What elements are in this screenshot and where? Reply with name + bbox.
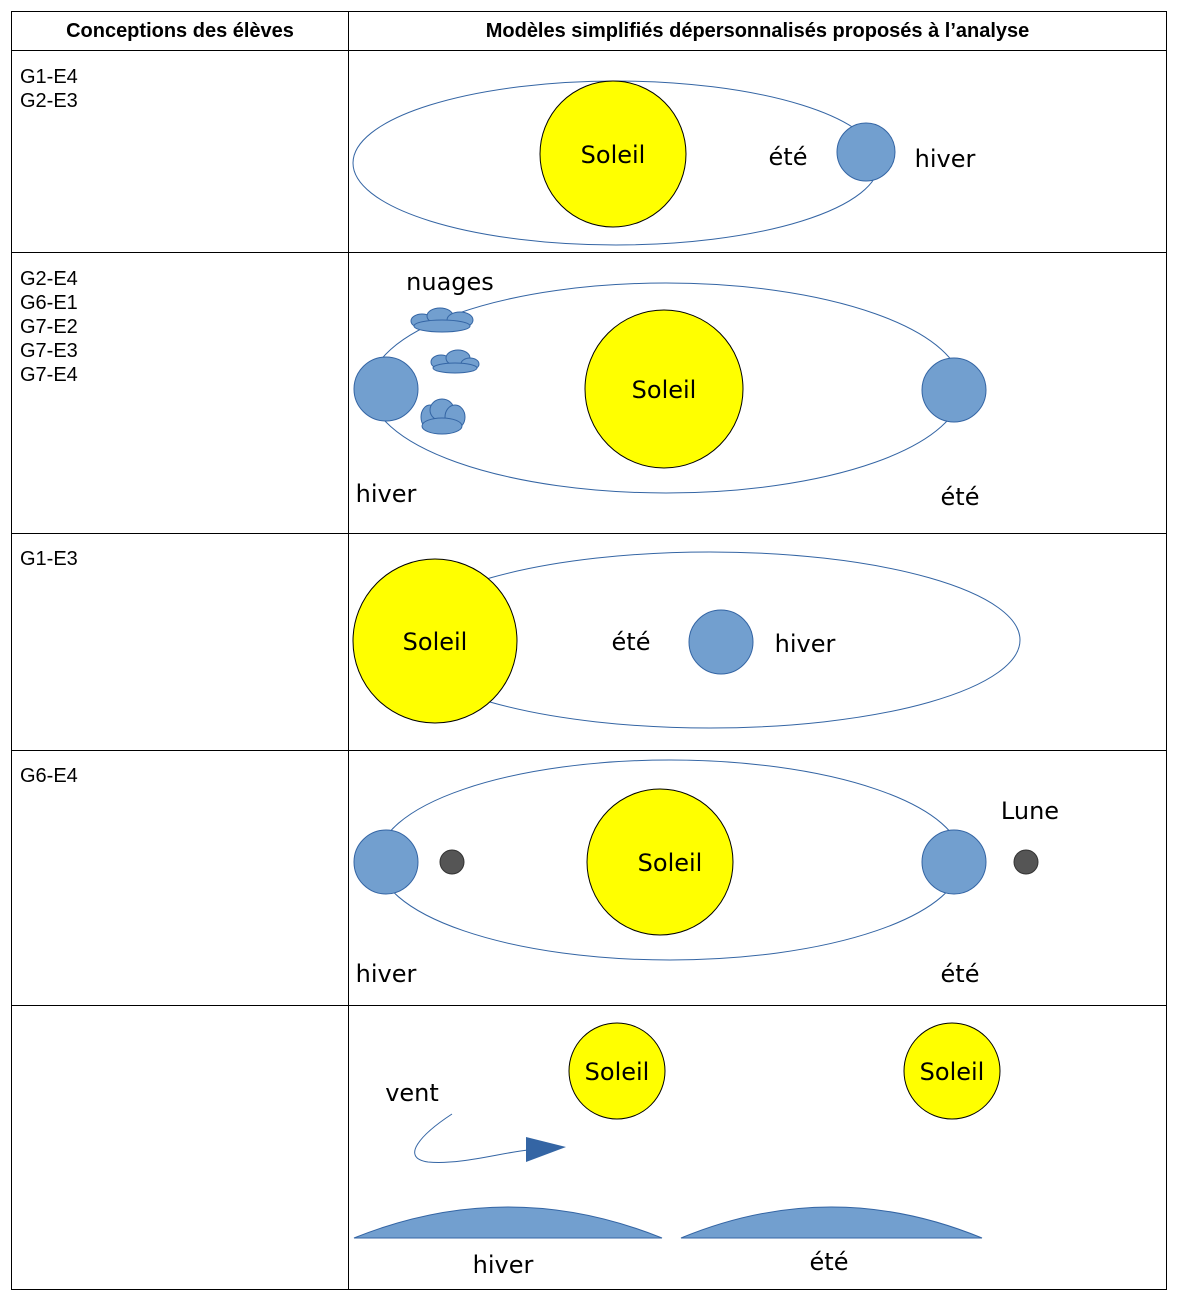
lune-label: Lune	[1001, 797, 1059, 825]
row-divider	[12, 1005, 1166, 1006]
sun-summer	[903, 1022, 1001, 1120]
diagram-row5: vent Soleil Soleil hiver été	[353, 1022, 1001, 1279]
header-conceptions: Conceptions des élèves	[66, 19, 294, 42]
cloud-icon	[430, 349, 480, 374]
earth-summer	[921, 357, 987, 423]
sun-label: Soleil	[403, 628, 468, 656]
diagram-row3: Soleil été hiver	[352, 551, 1021, 729]
earth-winter	[353, 356, 419, 422]
wind-arrow-path	[414, 1113, 529, 1163]
sun-label: Soleil	[638, 849, 703, 877]
row1-ids: G1-E4 G2-E3	[20, 65, 78, 113]
diagram-row1: Soleil été hiver	[352, 80, 976, 246]
moon	[1013, 849, 1039, 875]
earth-summer	[921, 829, 987, 895]
student-id: G2-E3	[20, 90, 78, 112]
student-id: G1-E4	[20, 66, 78, 88]
student-id: G2-E4	[20, 268, 78, 290]
ground-summer	[680, 1206, 983, 1239]
vent-label: vent	[385, 1079, 439, 1107]
conceptions-table: Conceptions des élèves Modèles simplifié…	[11, 11, 1167, 1290]
sun-label: Soleil	[581, 141, 646, 169]
student-id: G6-E4	[20, 765, 78, 787]
row-divider	[12, 50, 1166, 51]
row2-ids: G2-E4 G6-E1 G7-E2 G7-E3 G7-E4	[20, 267, 78, 387]
sun	[584, 309, 744, 469]
hiver-label: hiver	[473, 1251, 534, 1279]
moon	[439, 849, 465, 875]
student-id: G7-E3	[20, 340, 78, 362]
sun-label: Soleil	[585, 1058, 650, 1086]
nuages-label: nuages	[406, 268, 494, 296]
student-id: G7-E2	[20, 316, 78, 338]
hiver-label: hiver	[915, 145, 976, 173]
ete-label: été	[941, 960, 980, 988]
header-modeles: Modèles simplifiés dépersonnalisés propo…	[485, 19, 1030, 42]
ground-winter	[353, 1206, 663, 1239]
hiver-label: hiver	[775, 630, 836, 658]
row-divider	[12, 750, 1166, 751]
cloud-icon	[420, 398, 466, 435]
sun	[539, 80, 687, 228]
hiver-label: hiver	[356, 960, 417, 988]
row3-ids: G1-E3	[20, 547, 78, 571]
sun	[586, 788, 734, 936]
student-id: G1-E3	[20, 548, 78, 570]
student-id: G6-E1	[20, 292, 78, 314]
sun-label: Soleil	[632, 376, 697, 404]
cloud-icon	[410, 307, 474, 333]
hiver-label: hiver	[356, 480, 417, 508]
diagram-row4: Soleil Lune hiver été	[353, 759, 1059, 988]
row4-ids: G6-E4	[20, 764, 78, 788]
row-divider	[12, 533, 1166, 534]
student-id: G7-E4	[20, 364, 78, 386]
sun	[352, 558, 518, 724]
diagram-row2: nuages Soleil hiver été	[353, 268, 987, 511]
earth-winter	[353, 829, 419, 895]
ete-label: été	[941, 483, 980, 511]
wind-arrowhead-icon	[526, 1137, 566, 1162]
ete-label: été	[612, 628, 651, 656]
earth	[688, 609, 754, 675]
ete-label: été	[769, 143, 808, 171]
earth	[836, 122, 896, 182]
sun-winter	[568, 1022, 666, 1120]
ete-label: été	[810, 1248, 849, 1276]
sun-label: Soleil	[920, 1058, 985, 1086]
row-divider	[12, 252, 1166, 253]
column-divider	[348, 12, 349, 1289]
